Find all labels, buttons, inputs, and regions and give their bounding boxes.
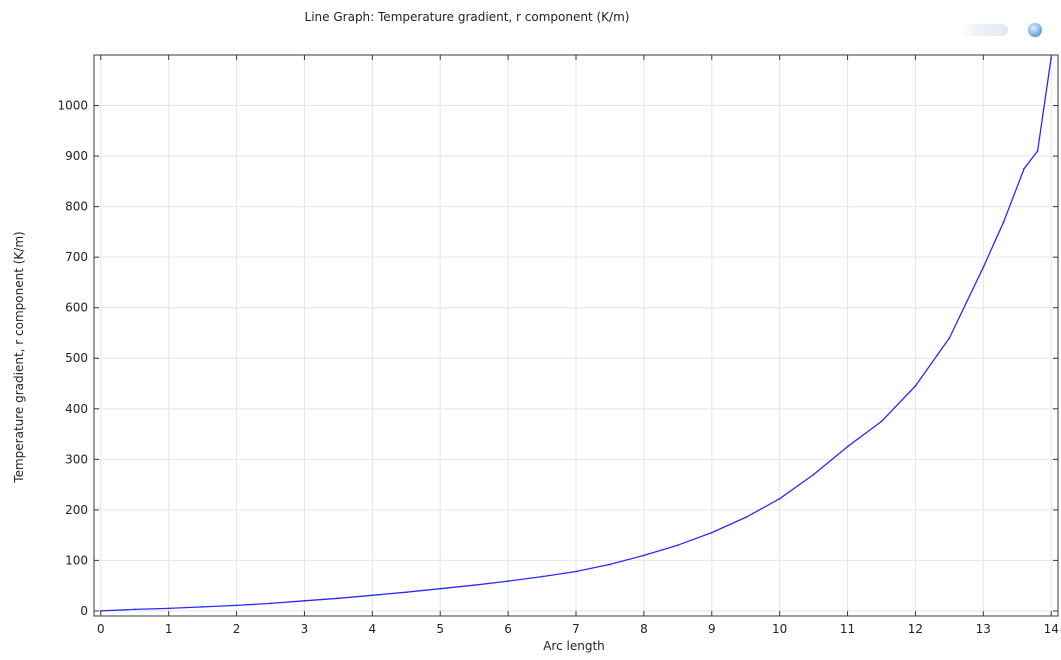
data-point-0-8: [371, 594, 374, 597]
data-point-0-12: [507, 580, 510, 583]
series-layer: [99, 56, 1053, 612]
y-tick-label-10: 1000: [57, 99, 88, 113]
x-tick-label-1: 1: [165, 622, 173, 636]
x-axis-label: Arc length: [543, 639, 605, 653]
x-tick-label-10: 10: [772, 622, 787, 636]
data-point-0-24: [914, 385, 917, 387]
data-point-0-26: [982, 266, 985, 269]
data-point-0-3: [201, 606, 204, 608]
x-tick-label-13: 13: [976, 622, 991, 636]
data-point-0-6: [303, 599, 306, 602]
y-tick-label-4: 400: [65, 402, 88, 416]
data-point-0-23: [880, 420, 883, 423]
data-point-0-13: [541, 575, 543, 578]
data-point-0-17: [676, 544, 679, 547]
data-point-0-10: [439, 587, 442, 590]
data-point-0-15: [609, 563, 611, 566]
data-point-0-7: [337, 597, 340, 600]
x-tick-label-11: 11: [840, 622, 855, 636]
data-point-0-16: [642, 554, 645, 557]
data-point-0-27: [1002, 220, 1005, 223]
x-tick-label-4: 4: [369, 622, 377, 636]
data-point-0-28: [1023, 167, 1025, 170]
x-tick-label-6: 6: [504, 622, 512, 636]
info-icon[interactable]: [1028, 23, 1042, 37]
y-tick-label-3: 300: [65, 452, 88, 466]
data-point-0-20: [778, 497, 781, 500]
data-point-0-21: [812, 473, 815, 476]
data-point-0-14: [575, 570, 577, 573]
y-axis-label: Temperature gradient, r component (K/m): [12, 231, 26, 483]
data-point-0-18: [710, 531, 713, 534]
data-point-0-11: [473, 584, 476, 587]
x-tick-label-14: 14: [1044, 622, 1059, 636]
y-tick-label-9: 900: [65, 149, 88, 163]
data-point-0-4: [235, 604, 238, 607]
grid-layer: [94, 55, 1058, 616]
y-tick-label-6: 600: [65, 301, 88, 315]
data-point-0-30: [1050, 56, 1053, 59]
data-point-0-22: [846, 445, 849, 448]
data-point-0-29: [1036, 150, 1039, 152]
x-tick-label-0: 0: [97, 622, 105, 636]
x-tick-label-7: 7: [572, 622, 580, 636]
y-tick-label-2: 200: [65, 503, 88, 517]
x-tick-label-12: 12: [908, 622, 923, 636]
data-point-0-0: [99, 610, 102, 612]
y-tick-label-8: 800: [65, 200, 88, 214]
y-tick-label-0: 0: [80, 604, 88, 618]
toolbar-placeholder: [960, 24, 1008, 36]
x-tick-label-5: 5: [436, 622, 444, 636]
axes-layer: 0 1 2 3 4 5 6 7 8 9 10 11 12 13 1401002003004005006007…: [57, 54, 1059, 636]
data-point-0-2: [167, 607, 170, 610]
labels-layer: Line Graph: Temperature gradient, r comp…: [12, 10, 629, 653]
data-point-0-25: [948, 337, 951, 339]
y-tick-label-5: 500: [65, 351, 88, 365]
y-tick-label-7: 700: [65, 250, 88, 264]
x-tick-label-8: 8: [640, 622, 648, 636]
x-tick-label-3: 3: [301, 622, 309, 636]
data-point-0-9: [405, 591, 408, 594]
data-point-0-5: [269, 602, 272, 605]
chart-title: Line Graph: Temperature gradient, r comp…: [305, 10, 630, 24]
x-tick-label-2: 2: [233, 622, 241, 636]
data-point-0-19: [744, 516, 747, 519]
data-point-0-1: [133, 608, 136, 611]
x-tick-label-9: 9: [708, 622, 716, 636]
y-tick-label-1: 100: [65, 553, 88, 567]
